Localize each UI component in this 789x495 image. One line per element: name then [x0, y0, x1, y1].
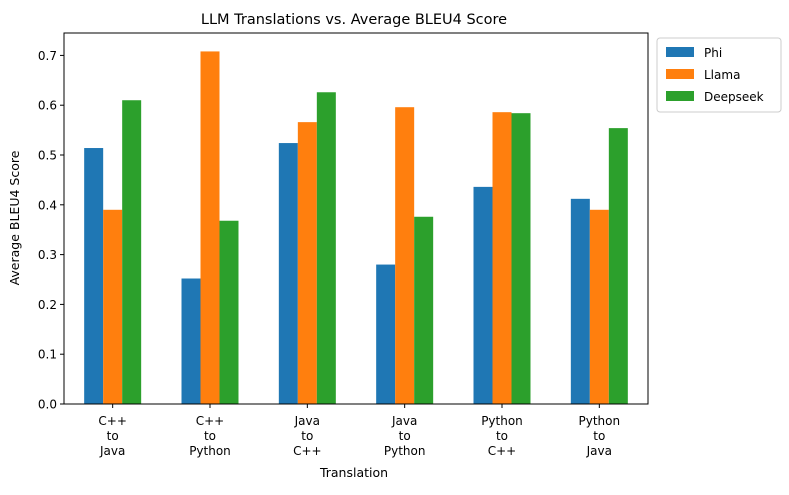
y-tick-label: 0.5 [38, 149, 57, 163]
legend-label-phi: Phi [704, 46, 722, 60]
x-tick-label: C++ to Java [98, 414, 127, 458]
y-tick-label: 0.0 [38, 398, 57, 412]
x-tick-label: Python to C++ [481, 414, 523, 458]
legend-swatch-deepseek [666, 91, 694, 101]
x-tick-label: Python to Java [579, 414, 621, 458]
bar-deepseek-3 [414, 216, 434, 404]
x-tick-label-line: Java [391, 414, 417, 428]
bar-llama-4 [492, 112, 512, 405]
bar-llama-3 [395, 107, 415, 404]
x-tick-label: Java to Python [384, 414, 426, 458]
x-tick-label-line: C++ [488, 444, 517, 458]
bar-phi-3 [376, 264, 396, 404]
y-tick-label: 0.6 [38, 99, 57, 113]
bar-llama-0 [103, 209, 123, 404]
bar-deepseek-1 [219, 220, 239, 404]
y-axis-label: Average BLEU4 Score [7, 150, 22, 285]
y-tick-label: 0.1 [38, 348, 57, 362]
x-tick-label-line: to [301, 429, 313, 443]
x-tick-label-line: to [107, 429, 119, 443]
chart-title: LLM Translations vs. Average BLEU4 Score [201, 12, 507, 28]
x-tick-label-line: Python [189, 444, 231, 458]
bar-llama-2 [297, 122, 317, 404]
bar-llama-5 [589, 209, 609, 404]
bar-llama-1 [200, 51, 220, 405]
y-tick-label: 0.2 [38, 298, 57, 312]
x-tick-label-line: to [204, 429, 216, 443]
y-tick-label: 0.3 [38, 248, 57, 262]
bar-phi-2 [278, 143, 298, 404]
y-tick-label: 0.4 [38, 198, 57, 212]
x-tick-label-line: Python [579, 414, 621, 428]
x-tick-label-line: to [496, 429, 508, 443]
x-tick-label-line: C++ [196, 414, 225, 428]
x-tick-label-line: to [399, 429, 411, 443]
bar-deepseek-5 [608, 128, 628, 404]
x-tick-label-line: Python [481, 414, 523, 428]
bar-deepseek-0 [122, 100, 142, 404]
x-tick-label-line: Python [384, 444, 426, 458]
bar-deepseek-2 [316, 92, 336, 404]
legend-swatch-phi [666, 47, 694, 57]
x-tick-label: Java to C++ [293, 414, 322, 458]
x-axis-label: Translation [319, 465, 388, 480]
legend-swatch-llama [666, 69, 694, 79]
legend: Phi Llama Deepseek [656, 37, 782, 113]
x-tick-label: C++ to Python [189, 414, 231, 458]
x-tick-label-line: Java [99, 444, 125, 458]
bar-phi-5 [570, 198, 590, 404]
bar-phi-0 [84, 148, 104, 404]
legend-label-deepseek: Deepseek [704, 90, 764, 104]
x-tick-label-line: C++ [293, 444, 322, 458]
legend-label-llama: Llama [704, 68, 740, 82]
bar-phi-1 [181, 278, 201, 404]
x-tick-label-line: C++ [98, 414, 127, 428]
x-tick-label-line: to [593, 429, 605, 443]
bar-deepseek-4 [511, 113, 531, 405]
x-tick-label-line: Java [586, 444, 612, 458]
bar-phi-4 [473, 186, 493, 404]
x-tick-label-line: Java [294, 414, 320, 428]
y-tick-label: 0.7 [38, 49, 57, 63]
plot-frame [63, 32, 649, 405]
